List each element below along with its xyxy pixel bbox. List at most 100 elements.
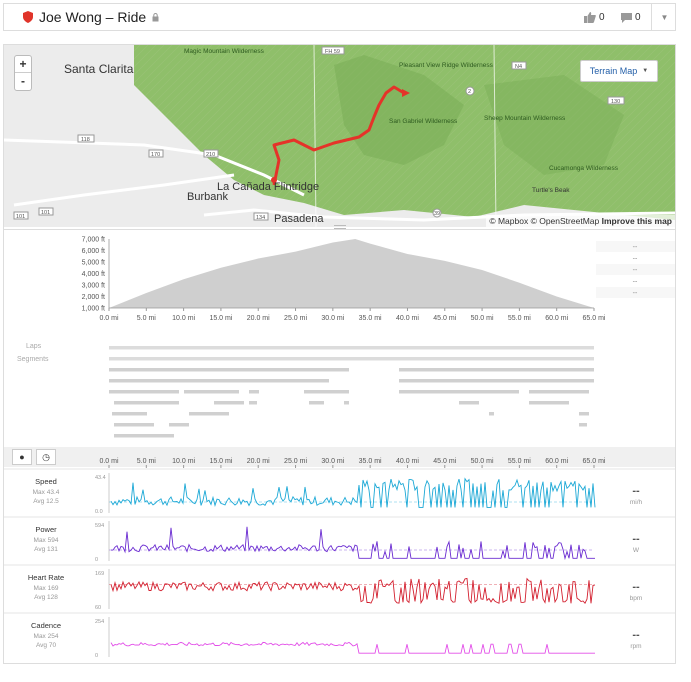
elevation-chart[interactable]: 7,000 ft 6,000 ft 5,000 ft 4,000 ft 3,000 ft… <box>4 231 675 331</box>
road-label: 101 <box>16 214 25 220</box>
segment-bar[interactable] <box>114 423 154 427</box>
elevation-stat-cell <box>596 264 675 275</box>
elevation-x-tick: 55.0 mi <box>508 315 531 322</box>
segment-bar[interactable] <box>339 390 349 394</box>
activity-title: Joe Wong – Ride <box>23 9 159 25</box>
segment-bar[interactable] <box>249 401 257 405</box>
map-canvas[interactable]: Santa Clarita Magic Mountain Wilderness … <box>4 45 675 227</box>
road-label: 101 <box>41 210 50 216</box>
segment-bar[interactable] <box>109 357 594 361</box>
clock-icon: ◷ <box>42 452 50 462</box>
map-resize-handle[interactable] <box>334 225 346 229</box>
road-label: 170 <box>151 152 160 158</box>
stream-label-cadence: Avg 70 <box>36 642 57 649</box>
segment-bar[interactable] <box>249 390 259 394</box>
place-label: Santa Clarita <box>64 62 134 76</box>
stream-x-tick: 50.0 mi <box>471 458 494 465</box>
stream-label-heart-rate: Avg 128 <box>34 594 58 601</box>
distance-mode-button[interactable]: ● <box>12 449 32 465</box>
segment-bar[interactable] <box>459 401 479 405</box>
elevation-x-tick: 40.0 mi <box>396 315 419 322</box>
stream-x-tick: 10.0 mi <box>172 458 195 465</box>
stream-y-min: 60 <box>95 605 101 611</box>
segment-bar[interactable] <box>304 390 344 394</box>
segment-bar[interactable] <box>214 401 244 405</box>
stream-x-tick: 60.0 mi <box>545 458 568 465</box>
segment-bar[interactable] <box>154 434 174 438</box>
elevation-stat-cell <box>596 287 675 298</box>
segment-bar[interactable] <box>169 423 189 427</box>
thumbs-up-icon <box>584 12 596 23</box>
improve-map-link[interactable]: Improve this map <box>601 216 672 226</box>
activity-panel: Santa Clarita Magic Mountain Wilderness … <box>3 44 676 664</box>
chevron-down-icon: ▼ <box>660 12 669 22</box>
elevation-x-tick: 0.0 mi <box>99 315 119 322</box>
route-map[interactable]: Santa Clarita Magic Mountain Wilderness … <box>4 45 675 227</box>
stream-label-cadence: Cadence <box>31 621 61 630</box>
zoom-control: + - <box>14 55 32 91</box>
road-label: 2 <box>468 89 471 95</box>
stream-y-max: 594 <box>95 523 104 529</box>
segment-bar[interactable] <box>529 390 589 394</box>
map-layer-button[interactable]: Terrain Map ▼ <box>580 60 658 82</box>
elevation-stat-value: -- <box>633 256 638 263</box>
osm-link[interactable]: © OpenStreetMap <box>530 216 600 226</box>
segment-bar[interactable] <box>184 390 214 394</box>
segment-bar[interactable] <box>579 412 589 416</box>
segments-chart[interactable] <box>109 344 599 444</box>
stream-label-speed: Avg 12.5 <box>33 498 59 505</box>
segment-bar[interactable] <box>489 412 494 416</box>
segment-bar[interactable] <box>399 379 594 383</box>
segment-bar[interactable] <box>109 346 594 350</box>
segment-bar[interactable] <box>399 390 519 394</box>
segment-bar[interactable] <box>344 401 349 405</box>
stream-x-tick: 65.0 mi <box>583 458 606 465</box>
elevation-stat-value: -- <box>633 279 638 286</box>
elevation-y-tick: 1,000 ft <box>82 306 105 313</box>
road-label: 130 <box>611 99 620 105</box>
zoom-in-button[interactable]: + <box>15 56 31 73</box>
athlete-activity-name[interactable]: Joe Wong – Ride <box>39 9 147 25</box>
elevation-stat-cell <box>596 241 675 252</box>
stream-unit: bpm <box>630 595 643 602</box>
segment-bar[interactable] <box>109 368 349 372</box>
stream-label-cadence: Max 254 <box>34 633 59 640</box>
segment-bar[interactable] <box>214 390 239 394</box>
segment-bar[interactable] <box>109 390 179 394</box>
zoom-out-button[interactable]: - <box>21 74 25 88</box>
activity-header: Joe Wong – Ride 0 0 ▼ <box>3 3 676 31</box>
segment-bar[interactable] <box>579 423 587 427</box>
stream-y-min: 0 <box>95 653 98 659</box>
elevation-stat-value: -- <box>633 267 638 274</box>
segment-bar[interactable] <box>112 412 147 416</box>
stream-unit: mi/h <box>630 499 643 506</box>
elevation-x-tick: 25.0 mi <box>284 315 307 322</box>
stream-x-tick: 20.0 mi <box>247 458 270 465</box>
time-mode-button[interactable]: ◷ <box>36 449 56 465</box>
segment-bar[interactable] <box>309 401 324 405</box>
stream-y-min: 0 <box>95 557 98 563</box>
stream-unit: W <box>633 547 640 554</box>
segment-bar[interactable] <box>189 412 229 416</box>
map-layer-label: Terrain Map <box>589 66 638 76</box>
segment-bar[interactable] <box>399 368 594 372</box>
stream-label-speed: Speed <box>35 477 57 486</box>
road-label: N4 <box>515 64 522 70</box>
comment-icon <box>621 12 632 23</box>
mapbox-link[interactable]: © Mapbox <box>489 216 529 226</box>
segment-bar[interactable] <box>114 401 179 405</box>
elevation-stat-cell <box>596 275 675 287</box>
stream-label-power: Power <box>35 525 57 534</box>
kudos-button[interactable]: 0 <box>584 12 605 23</box>
segment-bar[interactable] <box>109 379 329 383</box>
streams-chart[interactable]: 0.0 mi 5.0 mi 10.0 mi 15.0 mi 20.0 mi 25.0 mi… <box>4 447 675 663</box>
stream-unit: rpm <box>630 643 641 650</box>
actions-dropdown[interactable]: ▼ <box>651 4 677 30</box>
elevation-x-tick: 5.0 mi <box>137 315 157 322</box>
caret-down-icon: ▼ <box>642 68 649 74</box>
elevation-x-tick: 30.0 mi <box>321 315 344 322</box>
elevation-y-tick: 5,000 ft <box>82 260 105 267</box>
segment-bar[interactable] <box>114 434 154 438</box>
segment-bar[interactable] <box>529 401 569 405</box>
comments-button[interactable]: 0 <box>621 12 641 23</box>
